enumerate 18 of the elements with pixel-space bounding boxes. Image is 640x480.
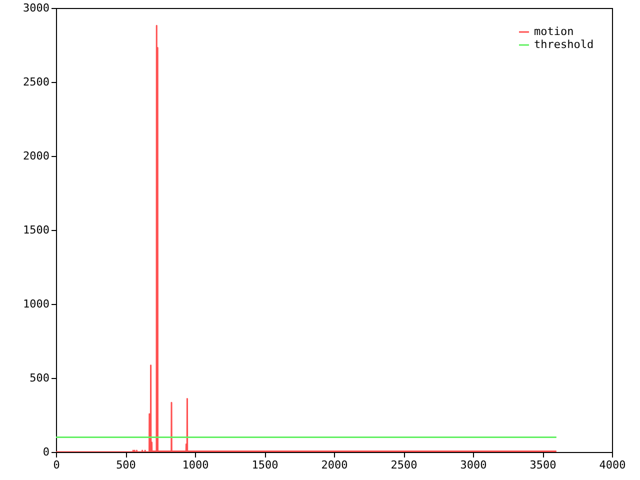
y-tick-label: 1000 (23, 298, 50, 310)
x-tick-label: 3000 (460, 458, 487, 472)
x-tick-label: 1500 (252, 458, 278, 472)
y-tick-label: 2500 (23, 76, 50, 88)
y-tick-label: 500 (30, 372, 50, 384)
x-tick-label: 1000 (182, 458, 209, 472)
x-tick-label: 3500 (530, 458, 556, 472)
y-tick-label: 0 (42, 446, 50, 458)
y-tick-label: 3000 (23, 2, 50, 14)
x-tick-label: 500 (116, 458, 136, 472)
x-tick-label: 2000 (321, 458, 348, 472)
x-tick-label: 4000 (599, 458, 626, 472)
x-tick-label: 0 (53, 458, 60, 472)
y-tick-label: 2000 (23, 150, 50, 162)
x-tick-label: 2500 (390, 458, 418, 472)
legend-label: motion (534, 25, 574, 38)
y-tick-label: 1500 (23, 224, 50, 236)
legend-label: threshold (534, 38, 594, 51)
